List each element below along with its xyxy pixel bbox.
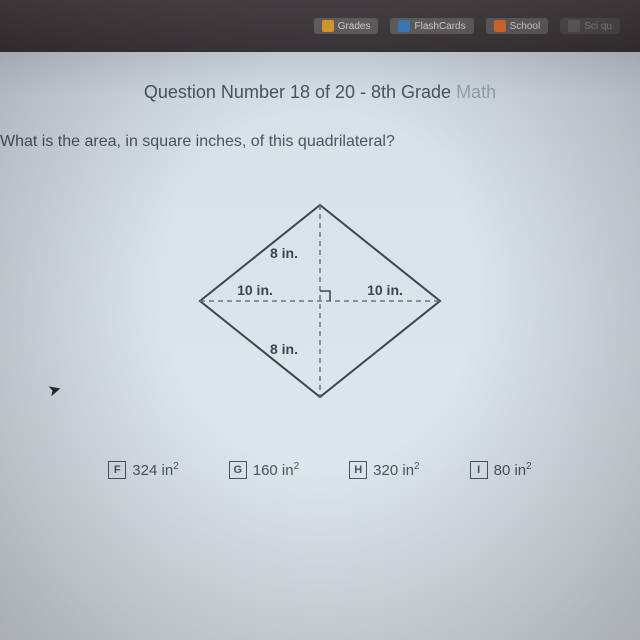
sci-icon bbox=[568, 20, 580, 32]
answer-value: 324 in2 bbox=[132, 461, 178, 479]
svg-text:10 in.: 10 in. bbox=[367, 282, 403, 298]
answer-letter-box: H bbox=[349, 461, 367, 479]
answer-value: 320 in2 bbox=[373, 461, 419, 479]
answer-value: 160 in2 bbox=[253, 461, 299, 479]
bookmark-flashcards[interactable]: FlashCards bbox=[390, 18, 473, 34]
bookmark-sci[interactable]: Sci qu bbox=[560, 18, 620, 34]
browser-bookmark-bar: Grades FlashCards School Sci qu bbox=[0, 0, 640, 52]
answer-option-f[interactable]: F 324 in2 bbox=[108, 461, 178, 479]
answer-choices-row: F 324 in2 G 160 in2 H 320 in2 I 80 in2 bbox=[0, 431, 640, 509]
answer-option-g[interactable]: G 160 in2 bbox=[229, 461, 299, 479]
answer-letter-box: F bbox=[108, 461, 126, 479]
header-prefix: Question Number 18 of 20 - 8th Grade bbox=[144, 82, 456, 102]
school-icon bbox=[494, 20, 506, 32]
svg-text:8 in.: 8 in. bbox=[270, 341, 298, 357]
bookmark-label: Sci qu bbox=[584, 21, 612, 32]
bookmark-label: School bbox=[510, 21, 541, 32]
answer-option-i[interactable]: I 80 in2 bbox=[470, 461, 532, 479]
rhombus-svg: 8 in. 10 in. 10 in. 8 in. bbox=[170, 186, 470, 416]
svg-text:8 in.: 8 in. bbox=[270, 245, 298, 261]
answer-letter-box: I bbox=[470, 461, 488, 479]
answer-value: 80 in2 bbox=[494, 461, 532, 479]
question-header-section: Question Number 18 of 20 - 8th Grade Mat… bbox=[0, 52, 640, 123]
answer-letter-box: G bbox=[229, 461, 247, 479]
bookmark-label: Grades bbox=[338, 21, 371, 32]
bookmark-school[interactable]: School bbox=[486, 18, 549, 34]
flashcards-icon bbox=[398, 20, 410, 32]
bookmark-grades[interactable]: Grades bbox=[314, 18, 379, 34]
question-number-header: Question Number 18 of 20 - 8th Grade Mat… bbox=[20, 82, 620, 103]
grades-icon bbox=[322, 20, 334, 32]
header-faded: Math bbox=[456, 82, 496, 102]
bookmark-label: FlashCards bbox=[414, 21, 465, 32]
question-prompt: What is the area, in square inches, of t… bbox=[0, 123, 640, 171]
answer-option-h[interactable]: H 320 in2 bbox=[349, 461, 419, 479]
svg-text:10 in.: 10 in. bbox=[237, 282, 273, 298]
quadrilateral-diagram: 8 in. 10 in. 10 in. 8 in. bbox=[0, 171, 640, 431]
